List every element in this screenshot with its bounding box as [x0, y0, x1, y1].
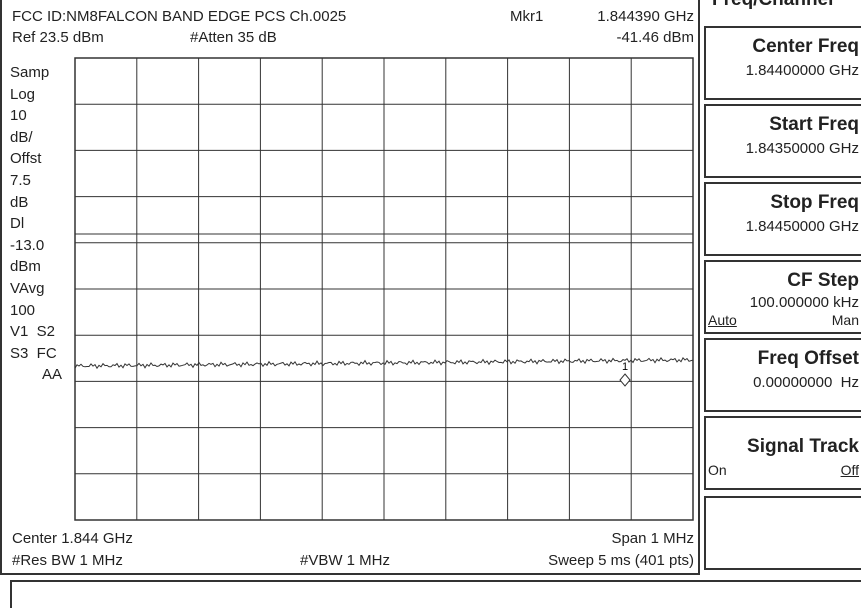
option: Man	[831, 312, 859, 328]
marker-level: -41.46 dBm	[616, 29, 694, 46]
side-label: AA	[42, 366, 63, 384]
side-label: dB	[10, 193, 29, 211]
side-label: 7.5	[10, 172, 31, 189]
span: Span 1 MHz	[611, 530, 694, 547]
side-label: 100	[10, 301, 36, 319]
sweep: Sweep 5 ms (401 pts)	[548, 552, 694, 569]
softkey[interactable]: Start Freq 1.84350000 GHz	[704, 104, 861, 178]
trace	[74, 357, 694, 370]
side-label: dB/	[10, 128, 33, 146]
marker-diamond	[619, 373, 631, 387]
softkey-label: Center Freq	[752, 36, 859, 57]
side-label: 10	[10, 107, 27, 125]
option: Auto	[708, 312, 737, 328]
empty-softkey[interactable]	[704, 496, 861, 570]
softkey[interactable]: Signal Track On Off	[704, 416, 861, 490]
marker-freq: 1.844390 GHz	[597, 8, 694, 25]
side-label: dBm	[10, 258, 41, 276]
marker-number: 1	[622, 361, 628, 373]
softkey-value: 1.84400000 GHz	[745, 62, 859, 79]
menu-title: Freq/Channel	[712, 0, 833, 9]
title: FCC ID:NM8FALCON BAND EDGE PCS Ch.0025	[12, 8, 347, 25]
softkey-label: Start Freq	[769, 114, 859, 135]
side-label: VAvg	[10, 280, 45, 297]
side-label: Samp	[10, 64, 50, 81]
analyzer-display	[0, 0, 700, 575]
attenuation: #Atten 35 dB	[190, 29, 277, 46]
side-label: V1 S2	[10, 323, 56, 341]
softkey[interactable]: Stop Freq 1.84450000 GHz	[704, 182, 861, 256]
softkey[interactable]: CF Step 100.000000 kHz Auto Man	[704, 260, 861, 334]
side-label: Offst	[10, 150, 42, 168]
option: On	[708, 462, 727, 478]
side-label: Log	[10, 85, 36, 103]
softkey[interactable]: Freq Offset 0.00000000 Hz	[704, 338, 861, 412]
center-freq: Center 1.844 GHz	[12, 530, 133, 547]
side-label: Dl	[10, 215, 25, 233]
ref-level: Ref 23.5 dBm	[12, 29, 104, 46]
grid-frame	[74, 57, 694, 521]
softkey-value: 1.84350000 GHz	[745, 140, 859, 157]
softkey[interactable]: Center Freq 1.84400000 GHz	[704, 26, 861, 100]
vbw: #VBW 1 MHz	[300, 552, 391, 569]
softkey-label: Freq Offset	[757, 348, 859, 369]
softkey-value: 100.000000 kHz	[749, 294, 859, 311]
softkey-value: 0.00000000 Hz	[753, 374, 859, 391]
softkey-value: 1.84450000 GHz	[745, 218, 859, 235]
softkey-label: CF Step	[787, 270, 859, 291]
message-bar	[10, 580, 861, 608]
option: Off	[840, 462, 859, 478]
marker-label: Mkr1	[510, 8, 544, 25]
rbw: #Res BW 1 MHz	[12, 552, 123, 569]
side-label: -13.0	[10, 236, 45, 254]
softkey-label: Stop Freq	[770, 192, 859, 213]
side-label: S3 FC	[10, 344, 57, 362]
softkey-label: Signal Track	[747, 436, 859, 457]
